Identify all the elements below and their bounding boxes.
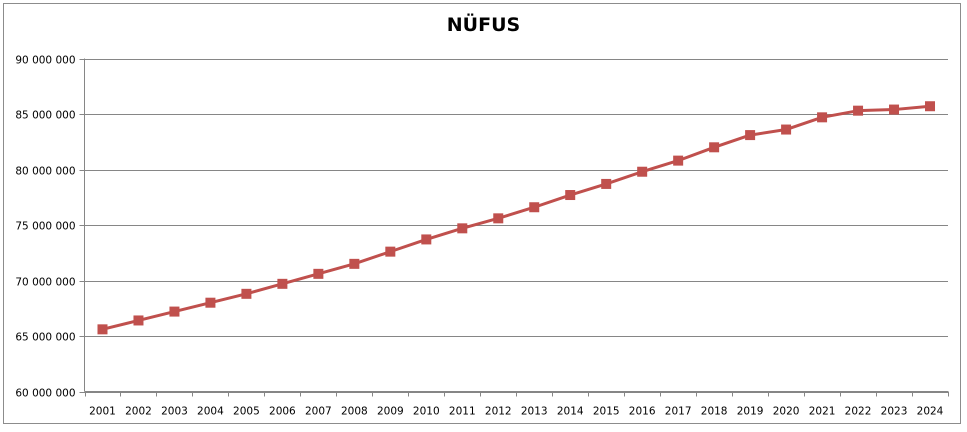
x-tick-label: 2012 <box>485 406 512 418</box>
x-tick-label: 2001 <box>89 406 116 418</box>
x-tick-label: 2010 <box>413 406 440 418</box>
data-point <box>241 288 252 299</box>
x-tick-label: 2003 <box>161 406 188 418</box>
data-point <box>205 297 216 308</box>
x-tick-label: 2009 <box>377 406 404 418</box>
data-point <box>709 142 720 153</box>
x-tick-label: 2016 <box>629 406 656 418</box>
y-tick-label: 80 000 000 <box>15 166 75 178</box>
x-tick-label: 2002 <box>125 406 152 418</box>
x-tick-label: 2008 <box>341 406 368 418</box>
x-tick-label: 2006 <box>269 406 296 418</box>
data-point <box>169 306 180 317</box>
y-tick-label: 60 000 000 <box>15 388 75 400</box>
x-tick-label: 2014 <box>557 406 584 418</box>
data-point <box>313 268 324 279</box>
data-point <box>889 104 900 115</box>
y-tick-label: 85 000 000 <box>15 110 75 122</box>
x-tick-label: 2024 <box>917 406 944 418</box>
x-tick-label: 2007 <box>305 406 332 418</box>
data-point <box>277 278 288 289</box>
x-tick-label: 2011 <box>449 406 476 418</box>
x-tick-label: 2013 <box>521 406 548 418</box>
chart-frame <box>3 3 961 424</box>
data-point <box>421 234 432 245</box>
x-tick-label: 2021 <box>809 406 836 418</box>
data-point <box>133 315 144 326</box>
data-point <box>601 178 612 189</box>
chart-title: NÜFUS <box>446 14 521 36</box>
data-point <box>925 101 936 112</box>
y-tick-label: 75 000 000 <box>15 221 75 233</box>
y-tick-label: 70 000 000 <box>15 277 75 289</box>
data-point <box>781 124 792 135</box>
x-tick-label: 2004 <box>197 406 224 418</box>
y-tick-label: 65 000 000 <box>15 332 75 344</box>
x-tick-label: 2023 <box>881 406 908 418</box>
x-tick-label: 2015 <box>593 406 620 418</box>
x-tick-label: 2019 <box>737 406 764 418</box>
x-tick-label: 2005 <box>233 406 260 418</box>
data-point <box>817 112 828 123</box>
data-point <box>493 213 504 224</box>
x-tick-label: 2017 <box>665 406 692 418</box>
data-point <box>637 166 648 177</box>
data-point <box>673 155 684 166</box>
x-tick-label: 2018 <box>701 406 728 418</box>
data-point <box>565 190 576 201</box>
x-tick-label: 2020 <box>773 406 800 418</box>
data-point <box>853 105 864 116</box>
data-point <box>529 202 540 213</box>
data-point <box>457 223 468 234</box>
x-tick-label: 2022 <box>845 406 872 418</box>
data-point <box>745 130 756 141</box>
data-point <box>349 258 360 269</box>
series-line <box>102 104 931 331</box>
data-point <box>97 324 108 335</box>
y-tick-label: 90 000 000 <box>15 55 75 67</box>
data-point <box>385 246 396 257</box>
